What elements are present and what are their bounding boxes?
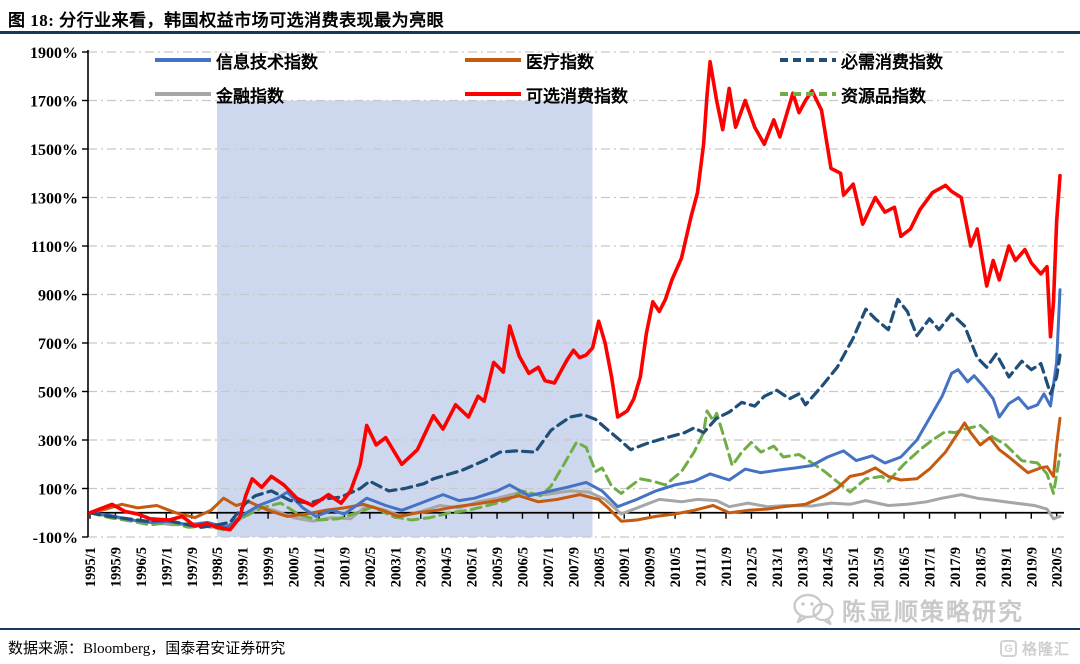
x-tick-label: 1998/5 [210, 547, 226, 587]
x-tick-label: 2013/9 [795, 547, 811, 587]
series-line-staples [88, 297, 1062, 529]
x-tick-label: 2017/1 [922, 547, 938, 587]
legend-item-healthcare: 医疗指数 [465, 50, 594, 72]
y-tick-label: 300% [38, 433, 78, 450]
info-tech-line-swatch-icon [155, 58, 211, 62]
y-tick-label: 1700% [30, 94, 78, 111]
x-tick-label: 2013/1 [770, 547, 786, 587]
legend-label-financials: 金融指数 [216, 86, 284, 106]
x-tick-label: 1999/1 [236, 547, 252, 587]
resources-line-swatch-icon [780, 92, 836, 96]
wechat-watermark: 陈显顺策略研究 [792, 592, 1024, 627]
legend-label-resources: 资源品指数 [841, 86, 926, 106]
gelonghui-logo-text: 格隆汇 [1022, 642, 1071, 658]
x-tick-label: 2011/1 [694, 547, 710, 586]
x-tick-label: 2015/1 [846, 547, 862, 587]
x-tick-label: 1995/9 [108, 547, 124, 587]
series-line-resources [88, 409, 1062, 532]
x-tick-label: 2001/9 [337, 547, 353, 587]
sector-performance-chart: 1900% 1700% 1500% 1300% 1100% 900% 700% 500% 300… [30, 45, 1066, 587]
discretionary-line-swatch-icon [465, 92, 521, 96]
series-line-info-tech [88, 288, 1062, 529]
x-tick-label: 2011/9 [719, 547, 735, 586]
x-tick-label: 2005/1 [465, 547, 481, 587]
x-tick-label: 2019/1 [999, 547, 1015, 587]
x-tick-label: 2004/5 [439, 547, 455, 587]
data-source-text: 数据来源：Bloomberg，国泰君安证券研究 [8, 641, 286, 657]
y-tick-label: 700% [38, 336, 78, 353]
staples-line-swatch-icon [780, 58, 836, 62]
x-tick-label: 2003/9 [414, 547, 430, 587]
x-tick-label: 2009/1 [617, 547, 633, 587]
healthcare-line-swatch-icon [465, 58, 521, 62]
x-tick-label: 2003/1 [388, 547, 404, 587]
y-tick-label: 900% [38, 288, 78, 305]
x-tick-label: 2002/5 [363, 547, 379, 587]
x-tick-label: 2005/9 [490, 547, 506, 587]
legend-label-healthcare: 医疗指数 [526, 52, 594, 72]
x-tick-label: 1997/1 [159, 547, 175, 587]
x-tick-label: 2007/9 [566, 547, 582, 587]
x-tick-label: 1995/1 [83, 547, 99, 587]
legend-item-discretionary: 可选消费指数 [465, 84, 628, 106]
x-tick-label: 2001/1 [312, 547, 328, 587]
x-tick-label: 2014/5 [821, 547, 837, 587]
legend-label-staples: 必需消费指数 [841, 52, 943, 72]
x-tick-label: 2007/1 [541, 547, 557, 587]
x-tick-label: 1996/5 [134, 547, 150, 587]
legend-item-info-tech: 信息技术指数 [155, 50, 318, 72]
x-tick-label: 2006/5 [515, 547, 531, 587]
x-tick-label: 2016/5 [897, 547, 913, 587]
wechat-icon [793, 593, 834, 625]
x-tick-label: 2012/5 [744, 547, 760, 587]
x-tick-label: 2020/5 [1050, 547, 1066, 587]
y-tick-label: -100% [33, 530, 78, 547]
financials-line-swatch-icon [155, 92, 211, 96]
y-tick-label: 500% [38, 385, 78, 402]
x-tick-label: 2000/5 [287, 547, 303, 587]
x-tick-label: 2009/9 [643, 547, 659, 587]
highlight-period-band [217, 100, 593, 537]
legend-item-resources: 资源品指数 [780, 84, 926, 106]
legend-label-info-tech: 信息技术指数 [216, 52, 318, 72]
watermark-text: 陈显顺策略研究 [842, 600, 1024, 626]
x-tick-label: 2015/9 [872, 547, 888, 587]
x-tick-label: 2018/5 [973, 547, 989, 587]
y-tick-label: 1900% [30, 45, 78, 62]
x-tick-label: 2017/9 [948, 547, 964, 587]
legend-item-financials: 金融指数 [155, 84, 284, 106]
legend-label-discretionary: 可选消费指数 [526, 86, 628, 106]
figure-title-bar: 图 18: 分行业来看，韩国权益市场可选消费表现最为亮眼 [0, 0, 1080, 34]
series-line-healthcare [88, 416, 1062, 523]
series-line-discretionary [88, 59, 1062, 532]
y-tick-label: 1500% [30, 142, 78, 159]
y-tick-label: 1100% [31, 239, 78, 256]
x-tick-label: 2008/5 [592, 547, 608, 587]
x-tick-label: 2019/9 [1024, 547, 1040, 587]
y-tick-label: 1300% [30, 191, 78, 208]
figure-title: 图 18: 分行业来看，韩国权益市场可选消费表现最为亮眼 [8, 11, 445, 30]
gelonghui-logo-icon: G [1000, 640, 1017, 657]
y-tick-label: 100% [38, 482, 78, 499]
x-tick-label: 1997/9 [185, 547, 201, 587]
legend-item-staples: 必需消费指数 [780, 50, 943, 72]
x-tick-label: 1999/9 [261, 547, 277, 587]
x-tick-label: 2010/5 [668, 547, 684, 587]
gelonghui-logo: G 格隆汇 [1000, 638, 1070, 659]
footer-divider [0, 628, 1080, 630]
